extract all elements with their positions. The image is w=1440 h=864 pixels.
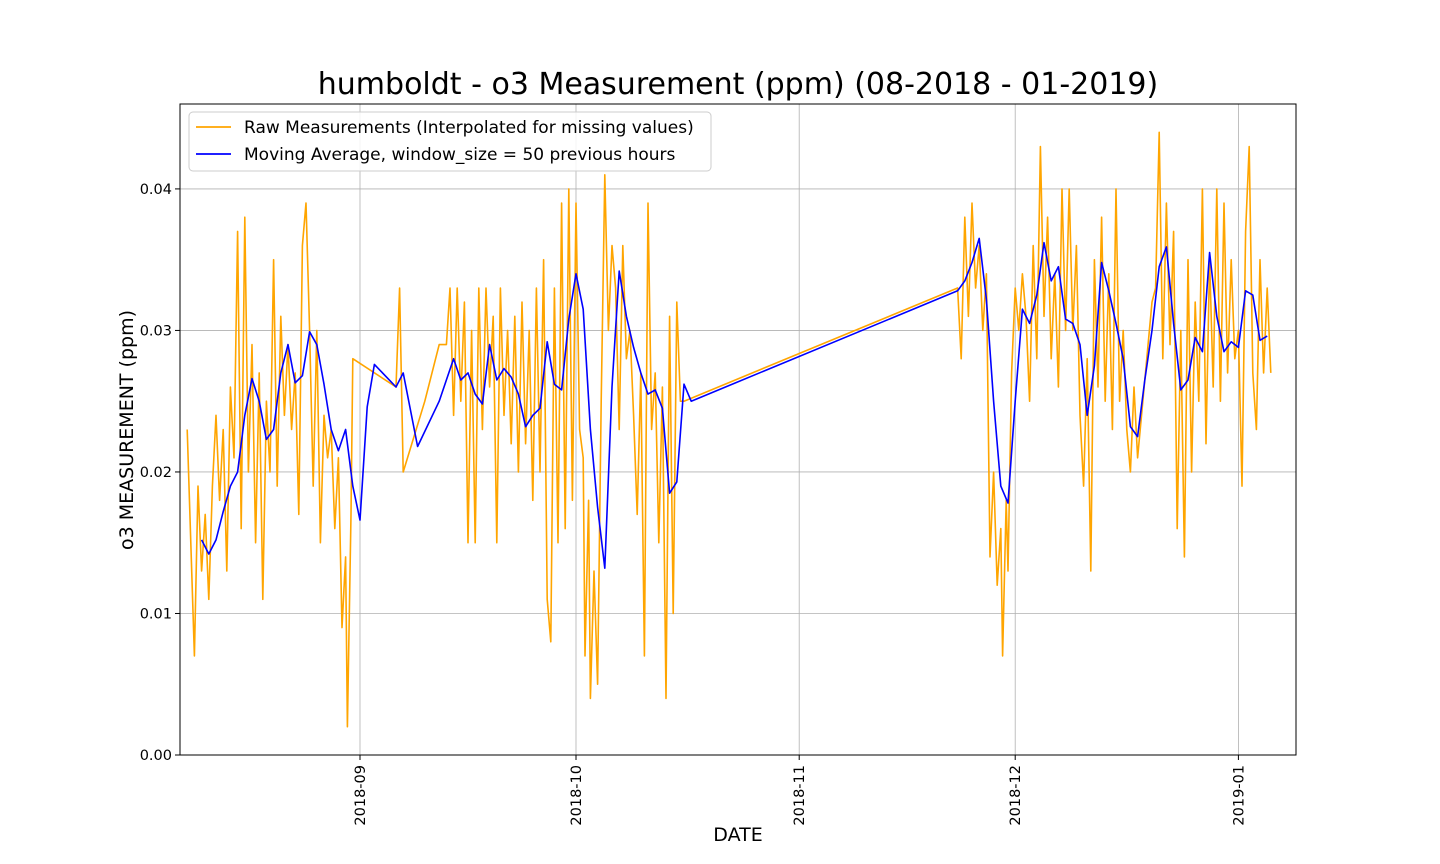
x-tick-label: 2018-09 bbox=[353, 765, 369, 826]
y-axis-ticks: 0.00 0.01 0.02 0.03 0.04 bbox=[140, 182, 180, 764]
x-axis-label: DATE bbox=[713, 824, 762, 846]
x-tick-label: 2019-01 bbox=[1231, 765, 1247, 826]
legend: Raw Measurements (Interpolated for missi… bbox=[188, 111, 712, 172]
legend-label-moving-average: Moving Average, window_size = 50 previou… bbox=[244, 145, 676, 165]
x-axis-ticks: 2018-09 2018-10 2018-11 2018-12 2019-01 bbox=[353, 755, 1247, 826]
x-tick-label: 2018-12 bbox=[1008, 765, 1024, 826]
y-tick-label: 0.01 bbox=[140, 606, 172, 622]
y-tick-label: 0.03 bbox=[140, 323, 172, 339]
y-tick-label: 0.00 bbox=[140, 748, 172, 764]
moving-average-line bbox=[200, 237, 1268, 570]
y-axis-label: o3 MEASUREMENT (ppm) bbox=[116, 310, 138, 550]
plot-frame bbox=[179, 103, 1297, 756]
legend-box bbox=[188, 111, 712, 172]
chart-title: humboldt - o3 Measurement (ppm) (08-2018… bbox=[318, 67, 1158, 102]
y-tick-label: 0.04 bbox=[140, 182, 172, 198]
legend-label-raw: Raw Measurements (Interpolated for missi… bbox=[244, 118, 694, 138]
x-tick-label: 2018-10 bbox=[569, 765, 585, 826]
y-tick-label: 0.02 bbox=[140, 465, 172, 481]
x-tick-label: 2018-11 bbox=[792, 765, 808, 826]
series-layer bbox=[186, 131, 1272, 728]
